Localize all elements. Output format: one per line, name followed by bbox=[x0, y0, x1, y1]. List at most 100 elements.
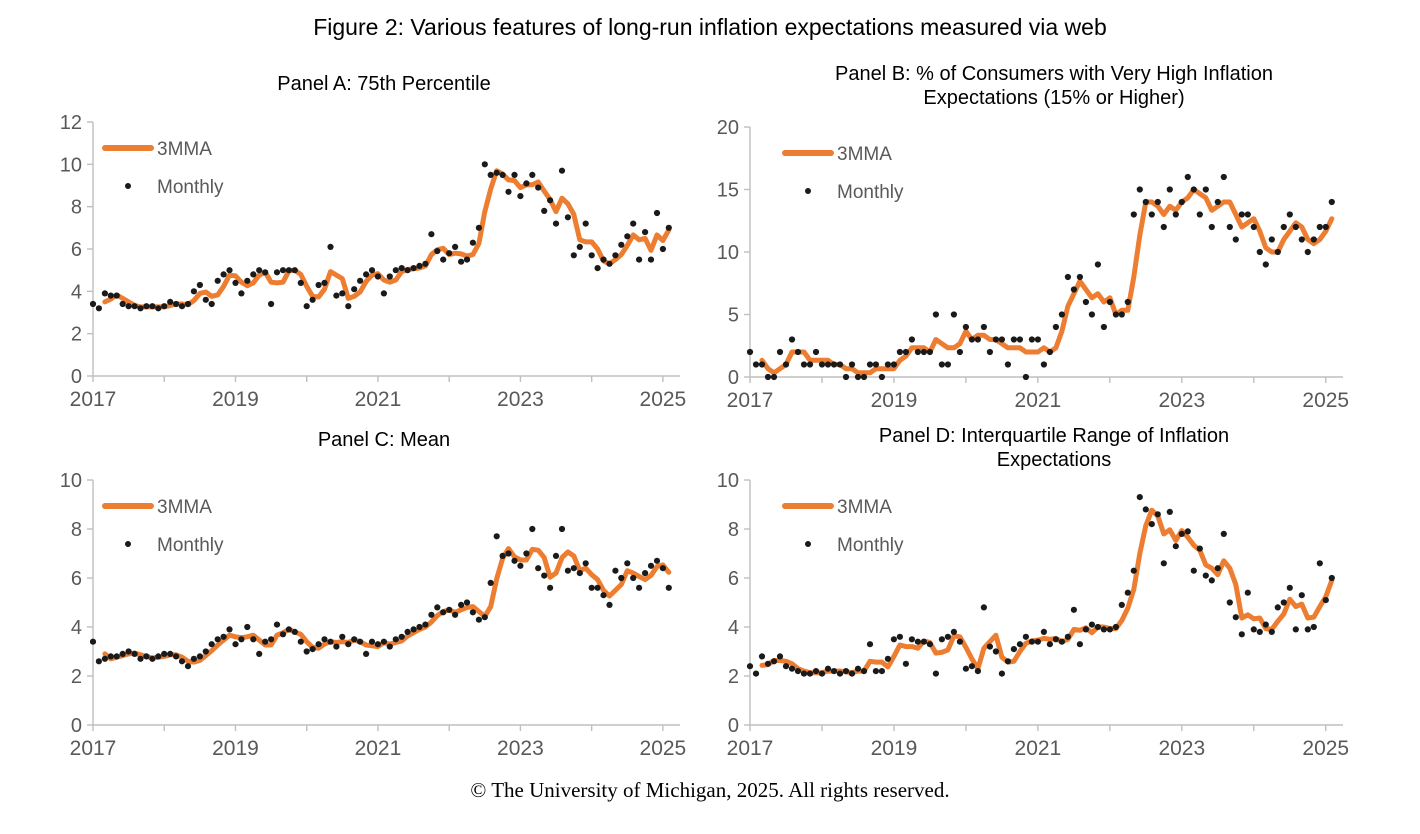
monthly-dot bbox=[95, 658, 102, 665]
monthly-dot bbox=[866, 361, 874, 368]
monthly-dot bbox=[1262, 261, 1269, 268]
monthly-dot bbox=[624, 560, 631, 567]
monthly-dot bbox=[788, 665, 796, 672]
monthly-dot bbox=[1112, 311, 1119, 318]
monthly-dot bbox=[1268, 236, 1275, 243]
monthly-dot bbox=[458, 258, 465, 265]
monthly-dot bbox=[618, 241, 625, 248]
monthly-dot bbox=[582, 220, 589, 227]
monthly-dot bbox=[481, 161, 488, 168]
monthly-dot bbox=[262, 638, 269, 645]
monthly-dot bbox=[764, 373, 772, 381]
monthly-dot bbox=[1022, 633, 1029, 640]
monthly-dot bbox=[818, 361, 826, 368]
monthly-dot bbox=[167, 298, 174, 305]
monthly-dot bbox=[1298, 236, 1305, 243]
monthly-dot bbox=[1100, 323, 1107, 331]
monthly-dot bbox=[665, 224, 672, 231]
figure-title: Figure 2: Various features of long-run i… bbox=[313, 14, 1107, 40]
legend: 3MMA Monthly bbox=[782, 497, 904, 556]
monthly-dot bbox=[351, 636, 358, 643]
x-tick-label: 2023 bbox=[1158, 389, 1205, 412]
monthly-dot bbox=[1172, 543, 1179, 550]
monthly-dot bbox=[125, 648, 132, 655]
monthly-dot bbox=[1136, 186, 1143, 193]
monthly-dot bbox=[1250, 626, 1257, 633]
monthly-dot bbox=[131, 303, 138, 310]
monthly-dot bbox=[446, 250, 453, 257]
monthly-dot bbox=[842, 668, 850, 675]
monthly-dot bbox=[404, 267, 411, 274]
monthly-dot bbox=[380, 638, 387, 645]
monthly-dot bbox=[950, 311, 957, 318]
monthly-dot bbox=[547, 197, 554, 204]
monthly-dot bbox=[1316, 223, 1323, 231]
y-tick-label: 8 bbox=[71, 197, 82, 219]
monthly-dot bbox=[339, 633, 346, 640]
monthly-dot bbox=[131, 650, 138, 657]
monthly-dot bbox=[279, 631, 287, 638]
monthly-dot bbox=[1106, 626, 1113, 633]
monthly-dot bbox=[890, 636, 897, 643]
monthly-dot bbox=[1040, 361, 1047, 368]
monthly-dot bbox=[1166, 186, 1173, 193]
x-tick-label: 2019 bbox=[212, 388, 259, 411]
monthly-dot bbox=[505, 550, 512, 557]
monthly-dot bbox=[1178, 198, 1185, 206]
x-tick-label: 2025 bbox=[1302, 389, 1349, 412]
monthly-dot bbox=[1064, 633, 1071, 640]
panel-d-title: Panel D: Interquartile Range of Inflatio… bbox=[878, 425, 1230, 472]
monthly-dot bbox=[1304, 626, 1311, 633]
monthly-dot bbox=[452, 243, 459, 250]
monthly-dot bbox=[208, 641, 215, 648]
monthly-dot bbox=[493, 533, 500, 540]
y-tick-label: 6 bbox=[728, 568, 739, 590]
monthly-dot bbox=[202, 296, 209, 303]
monthly-dot bbox=[932, 670, 939, 677]
monthly-dot bbox=[836, 670, 844, 677]
monthly-dot bbox=[636, 584, 643, 591]
monthly-dot bbox=[1016, 641, 1023, 648]
monthly-dot bbox=[1046, 348, 1053, 356]
monthly-dot bbox=[523, 180, 530, 187]
monthly-dots bbox=[746, 494, 1335, 677]
monthly-dot bbox=[1070, 286, 1077, 293]
monthly-dot bbox=[398, 265, 405, 272]
monthly-dot bbox=[232, 279, 239, 286]
monthly-dot bbox=[410, 626, 417, 633]
monthly-dot bbox=[493, 169, 500, 176]
monthly-dot bbox=[914, 638, 921, 645]
monthly-dot bbox=[1052, 636, 1059, 643]
legend: 3MMA Monthly bbox=[102, 139, 224, 198]
monthly-dot bbox=[594, 265, 601, 272]
monthly-dot bbox=[1004, 361, 1011, 368]
monthly-dot bbox=[764, 660, 772, 667]
y-tick-label: 0 bbox=[728, 367, 739, 389]
x-tick-label: 2017 bbox=[70, 737, 117, 760]
monthly-dot bbox=[647, 256, 655, 263]
legend-monthly-label: Monthly bbox=[837, 535, 904, 556]
monthly-dot bbox=[374, 273, 381, 280]
monthly-dot bbox=[89, 300, 97, 308]
monthly-dot bbox=[944, 633, 951, 640]
monthly-dot bbox=[920, 348, 927, 356]
monthly-dot bbox=[806, 361, 814, 368]
monthly-dot bbox=[746, 663, 754, 670]
monthly-dot bbox=[1154, 198, 1161, 206]
monthly-dot bbox=[428, 611, 435, 618]
monthly-dot bbox=[1046, 641, 1053, 648]
monthly-dot bbox=[1076, 273, 1083, 281]
monthly-dot bbox=[184, 300, 192, 308]
monthly-dot bbox=[1286, 211, 1293, 218]
monthly-dot bbox=[1232, 236, 1239, 243]
monthly-dot bbox=[392, 267, 399, 274]
monthly-dot bbox=[612, 252, 619, 259]
panel-b-title: Panel B: % of Consumers with Very High I… bbox=[835, 63, 1273, 110]
monthly-dot bbox=[630, 574, 637, 582]
monthly-dot bbox=[842, 373, 850, 381]
monthly-dot bbox=[125, 303, 132, 310]
monthly-dot bbox=[511, 557, 518, 564]
monthly-dot bbox=[190, 655, 197, 662]
monthly-dot bbox=[1172, 211, 1179, 218]
